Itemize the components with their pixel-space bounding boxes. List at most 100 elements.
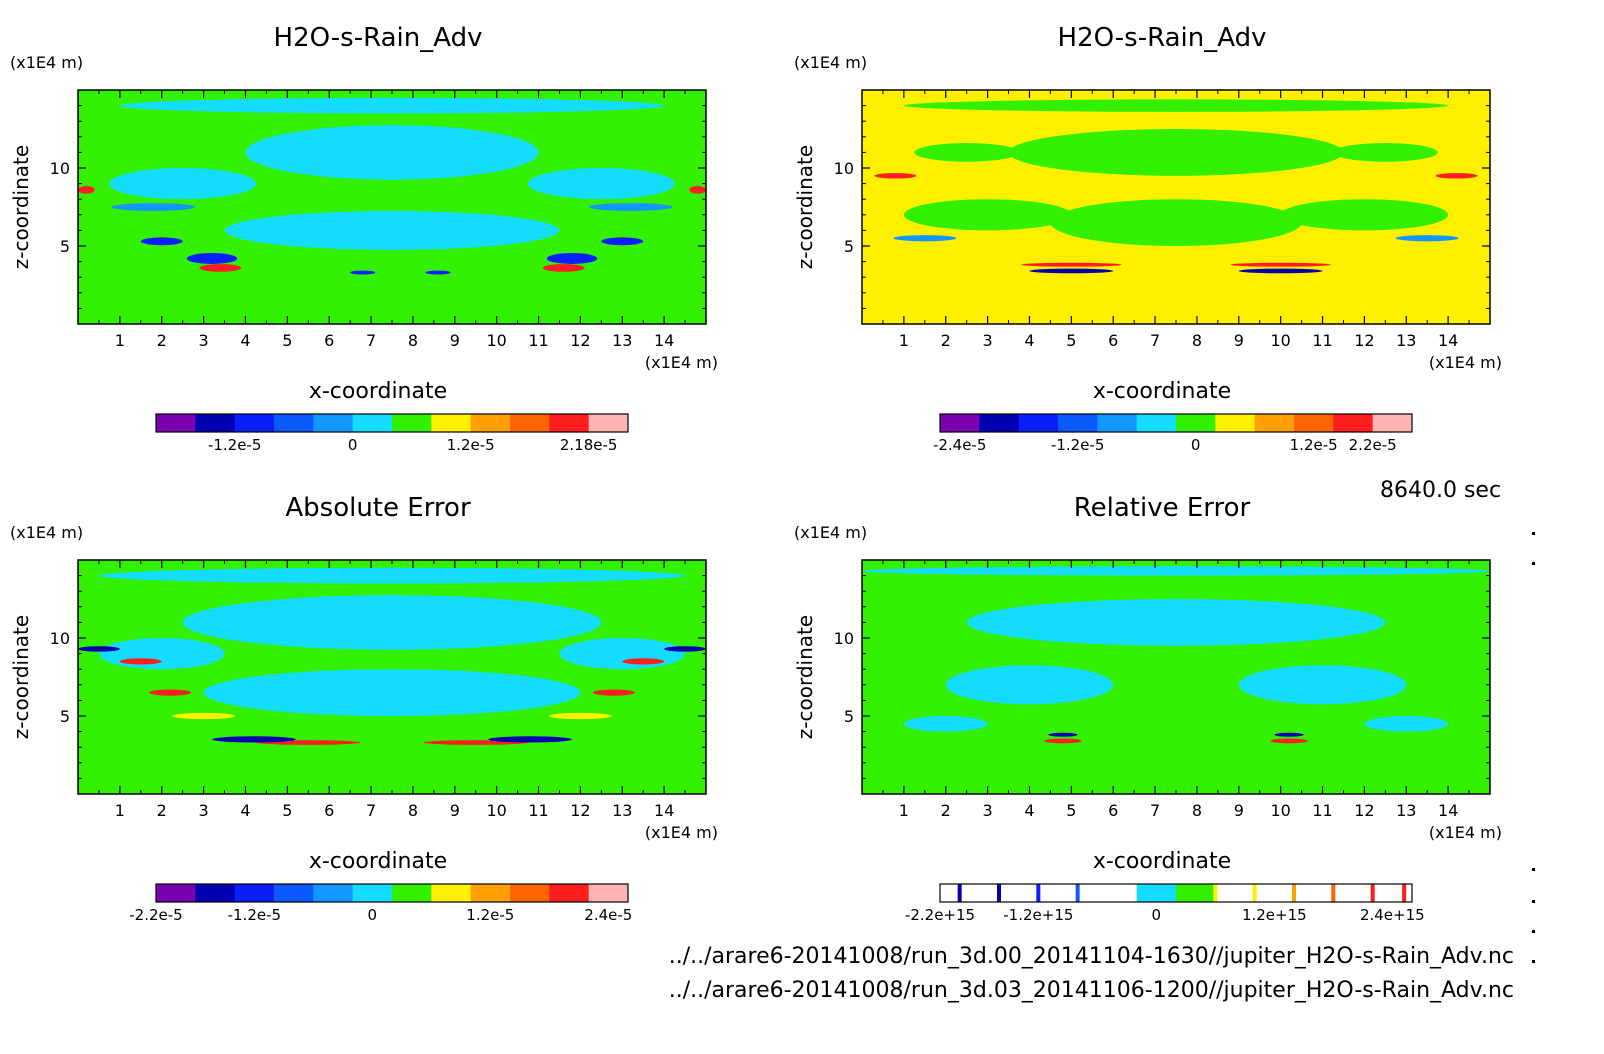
colorbar-label: 2.2e-5 [1349, 436, 1397, 454]
x-tick-label: 3 [199, 331, 209, 350]
colorbar-label: 0 [1191, 436, 1201, 454]
heatmap-cell [689, 185, 706, 194]
heatmap-field [862, 566, 1490, 744]
colorbar-segment [274, 884, 314, 902]
heatmap-cell [966, 599, 1386, 646]
x-tick-label: 6 [1108, 801, 1118, 820]
heatmap-cell [1238, 665, 1407, 705]
x-tick-label: 2 [157, 801, 167, 820]
heatmap-field [78, 97, 706, 275]
heatmap-cell [1395, 235, 1459, 242]
chart-title: H2O-s-Rain_Adv [274, 23, 483, 53]
heatmap-cell [245, 125, 539, 180]
x-tick-label: 11 [528, 801, 548, 820]
chart-title: H2O-s-Rain_Adv [1058, 23, 1267, 53]
x-tick-label: 9 [1234, 801, 1244, 820]
file-path-2: ../../arare6-20141008/run_3d.03_20141106… [668, 978, 1514, 1003]
colorbar-segment [352, 414, 393, 432]
colorbar-segment [1136, 414, 1177, 432]
heatmap-cell [903, 199, 1072, 231]
x-tick-label: 10 [486, 801, 506, 820]
colorbar-segment [392, 414, 432, 432]
colorbar-segment [1254, 884, 1295, 902]
x-tick-label: 2 [941, 331, 951, 350]
colorbar-mark [1075, 884, 1080, 902]
x-tick-label: 6 [324, 331, 334, 350]
y-unit-label: (x1E4 m) [794, 53, 867, 72]
colorbar-label: -2.2e-5 [129, 906, 182, 924]
colorbar-segment [156, 414, 196, 432]
x-tick-label: 7 [1150, 331, 1160, 350]
x-tick-label: 1 [899, 801, 909, 820]
heatmap-cell [1270, 738, 1308, 744]
x-tick-label: 11 [1312, 801, 1332, 820]
heatmap-cell [1048, 732, 1078, 737]
colorbar-segment [1333, 414, 1374, 432]
x-tick-label: 9 [450, 331, 460, 350]
decor-dot [1532, 868, 1535, 871]
x-tick-label: 9 [450, 801, 460, 820]
x-tick-label: 5 [1066, 331, 1076, 350]
heatmap-cell [78, 646, 120, 652]
heatmap-cell [186, 253, 238, 264]
x-tick-label: 11 [1312, 331, 1332, 350]
colorbar-segment [1294, 414, 1334, 432]
heatmap-cell [1008, 129, 1344, 176]
x-tick-label: 5 [1066, 801, 1076, 820]
colorbar-segment [940, 414, 980, 432]
x-tick-label: 7 [366, 801, 376, 820]
heatmap-cell [559, 638, 686, 670]
x-tick-label: 5 [282, 801, 292, 820]
heatmap-cell [1050, 199, 1302, 247]
colorbar-segment [1176, 414, 1216, 432]
y-axis-label: z-coordinate [793, 145, 817, 269]
heatmap-cell [945, 665, 1114, 705]
decor-dot [1532, 900, 1535, 903]
colorbar-label: -1.2e-5 [228, 906, 281, 924]
colorbar-frame [155, 413, 629, 433]
x-unit-label: (x1E4 m) [1429, 823, 1502, 842]
colorbar-segment [510, 414, 550, 432]
colorbar-label: 2.4e+15 [1360, 906, 1425, 924]
heatmap-cell [224, 210, 560, 250]
colorbar-segment [195, 414, 236, 432]
x-tick-label: 10 [486, 331, 506, 350]
x-tick-label: 8 [1192, 801, 1202, 820]
colorbar-segment [510, 884, 550, 902]
x-tick-label: 7 [1150, 801, 1160, 820]
heatmap-cell [592, 689, 635, 696]
colorbar-mark [957, 884, 962, 902]
x-tick-label: 4 [1024, 801, 1034, 820]
colorbar-mark [1292, 884, 1296, 902]
colorbar-label: 0 [368, 906, 378, 924]
colorbar-segment [313, 414, 354, 432]
heatmap-cell [199, 263, 242, 272]
x-tick-label: 14 [654, 801, 674, 820]
heatmap-cell [140, 237, 183, 246]
x-axis-label: x-coordinate [1093, 849, 1231, 874]
colorbar-segment [392, 884, 432, 902]
colorbar-segment [979, 414, 1020, 432]
x-tick-label: 4 [240, 331, 250, 350]
heatmap-cell [1238, 268, 1323, 274]
heatmap-cell [622, 658, 665, 665]
y-tick-label: 5 [844, 707, 854, 726]
x-unit-label: (x1E4 m) [645, 353, 718, 372]
heatmap-cell [1364, 716, 1449, 732]
colorbar-segment [195, 884, 236, 902]
colorbar-segment [549, 884, 590, 902]
heatmap-cell [109, 168, 256, 200]
colorbar-mark [1036, 884, 1041, 902]
heatmap-cell [862, 566, 1490, 576]
x-tick-label: 10 [1270, 801, 1290, 820]
x-tick-label: 5 [282, 331, 292, 350]
heatmap-cell [1274, 732, 1304, 737]
heatmap-cell [542, 263, 585, 272]
x-tick-label: 10 [1270, 331, 1290, 350]
heatmap-cell [914, 143, 1020, 162]
heatmap-cell [903, 716, 988, 732]
x-tick-label: 8 [408, 331, 418, 350]
colorbar-label: -2.4e-5 [933, 436, 986, 454]
colorbar-label: 1.2e-5 [466, 906, 514, 924]
heatmap-cell [549, 712, 612, 720]
